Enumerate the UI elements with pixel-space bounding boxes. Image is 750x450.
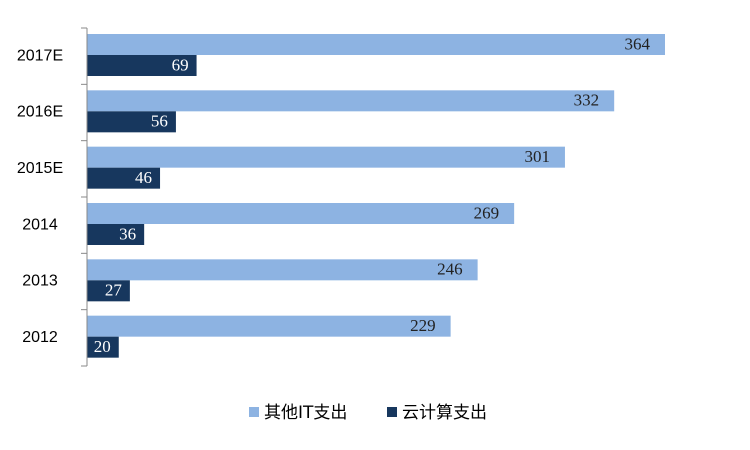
bar (87, 167, 161, 189)
bar (87, 90, 615, 112)
data-label: 36 (119, 224, 136, 243)
bar (87, 224, 145, 245)
data-label: 364 (625, 34, 651, 53)
data-label: 332 (574, 91, 600, 110)
bar (87, 203, 515, 224)
data-label: 20 (94, 337, 111, 356)
legend-label: 其他IT支出 (264, 403, 347, 423)
bar (87, 259, 478, 281)
data-label: 46 (135, 168, 152, 187)
data-label: 229 (410, 316, 436, 335)
bar (87, 280, 130, 302)
data-label: 56 (151, 112, 168, 131)
bar (87, 111, 176, 133)
y-tick-label: 2017E (17, 47, 63, 64)
legend-swatch (249, 407, 259, 417)
y-tick-label: 2015E (17, 160, 63, 177)
bar (87, 34, 665, 55)
data-label: 301 (524, 147, 550, 166)
bar (87, 146, 565, 168)
bar (87, 55, 197, 76)
data-label: 246 (437, 260, 463, 279)
data-label: 69 (172, 55, 189, 74)
bar (87, 336, 119, 358)
data-label: 27 (105, 281, 123, 300)
y-tick-label: 2016E (17, 104, 63, 121)
y-tick-label: 2012 (22, 329, 58, 346)
legend-swatch (387, 407, 397, 417)
y-tick-label: 2014 (22, 216, 58, 233)
y-tick-label: 2013 (22, 273, 58, 290)
legend-label: 云计算支出 (402, 403, 487, 423)
bar (87, 315, 451, 337)
data-label: 269 (474, 203, 500, 222)
